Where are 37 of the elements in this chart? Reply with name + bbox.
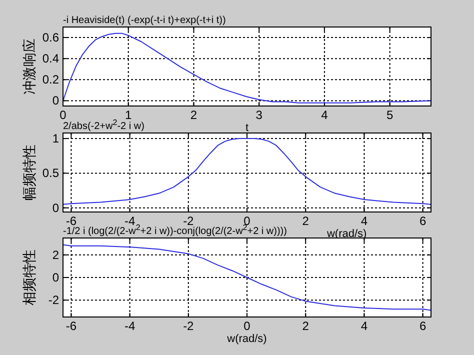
x-tick-label: 5 <box>386 108 394 122</box>
y-tick-label: 0.5 <box>42 166 60 180</box>
x-tick-label: 4 <box>321 108 328 122</box>
y-tick-label: 0.2 <box>42 72 60 87</box>
x-axis-title: w(rad/s) <box>326 228 367 240</box>
x-tick-label: 6 <box>419 214 426 228</box>
line-series <box>62 244 432 311</box>
x-tick-label: -2 <box>183 214 194 228</box>
y-tick-label: 0.4 <box>42 52 60 66</box>
x-tick-label: -2 <box>183 319 194 333</box>
x-tick-label: -6 <box>66 319 77 333</box>
line-series <box>62 138 432 205</box>
x-axis-title: w(rad/s) <box>226 333 267 345</box>
x-tick-label: 2 <box>302 214 310 228</box>
x-tick-label: 6 <box>419 319 426 333</box>
y-tick-label: -2 <box>48 293 60 308</box>
y-tick-label: 0 <box>52 200 60 215</box>
x-tick-label: 4 <box>360 319 368 333</box>
y-axis-title: 相频特性 <box>21 250 37 306</box>
chart-title: -i Heaviside(t) (-exp(-t-i t)+exp(-t+i t)) <box>63 15 226 26</box>
x-tick-label: 2 <box>302 319 310 333</box>
y-tick-label: 0.6 <box>42 30 60 45</box>
x-tick-label: 2 <box>190 108 198 122</box>
x-tick-label: 0 <box>244 319 251 333</box>
x-tick-label: 4 <box>360 214 368 228</box>
x-tick-label: -4 <box>124 319 136 333</box>
x-axis-title: t <box>245 122 249 134</box>
line-series <box>62 32 432 104</box>
y-tick-label: 2 <box>52 248 60 262</box>
y-axis-title: 冲激响应 <box>21 38 37 94</box>
y-tick-label: 0 <box>52 270 60 284</box>
y-axis-title: 幅频特性 <box>21 144 37 200</box>
x-tick-label: -4 <box>124 214 136 228</box>
y-tick-label: 0 <box>52 94 60 108</box>
x-tick-label: 3 <box>256 108 263 122</box>
x-tick-label: -6 <box>66 214 77 228</box>
y-tick-label: 1 <box>52 132 60 146</box>
